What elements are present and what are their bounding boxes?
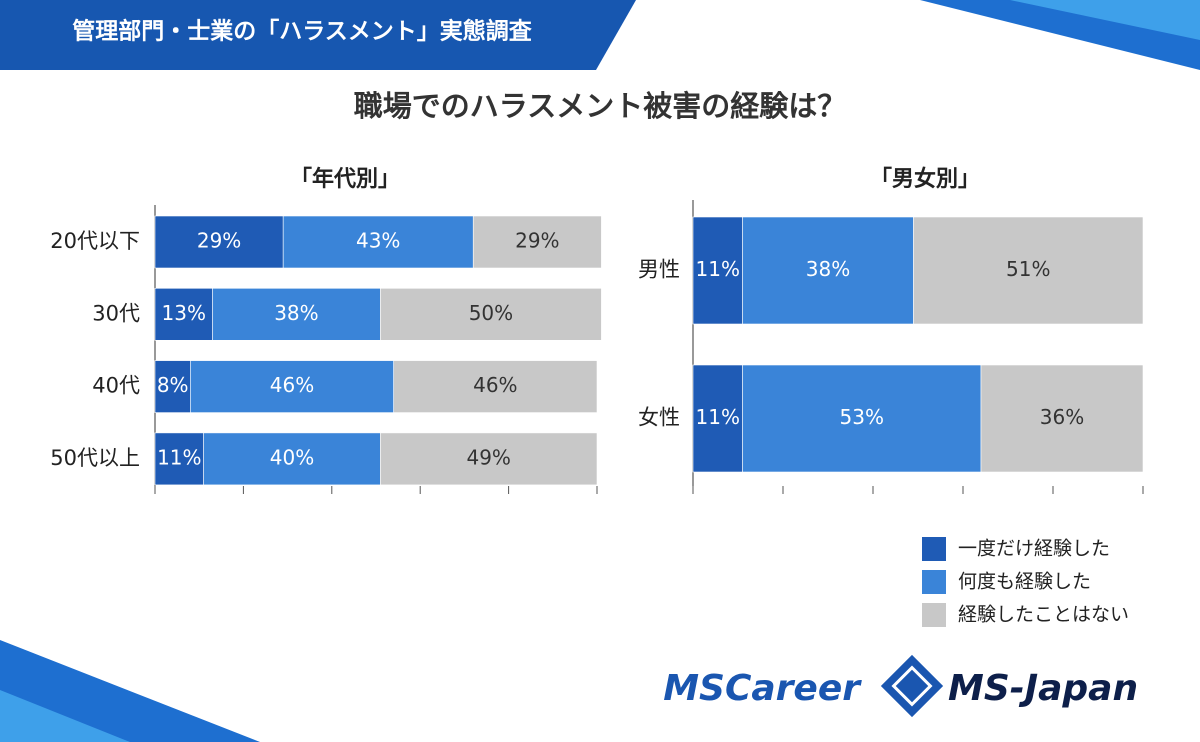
value-label: 38% (274, 301, 318, 325)
category-label: 50代以上 (50, 446, 140, 470)
value-label: 49% (466, 445, 510, 469)
decor (0, 690, 130, 742)
category-label: 女性 (638, 406, 680, 430)
bar-segment (742, 216, 914, 325)
legend-swatch (922, 570, 946, 594)
bar-segment (212, 287, 381, 341)
header: 管理部門・士業の「ハラスメント」実態調査 (72, 18, 532, 45)
bar-segment (190, 360, 394, 413)
legend-label: 経験したことはない (958, 604, 1129, 626)
value-label: 50% (469, 301, 513, 325)
bar-segment (692, 364, 743, 473)
category-label: 男性 (638, 258, 680, 282)
value-label: 11% (157, 445, 201, 469)
legend-swatch (922, 603, 946, 627)
logo-mark (880, 654, 944, 718)
value-label: 11% (696, 405, 740, 429)
value-label: 8% (157, 373, 189, 397)
bar-segment (380, 432, 598, 486)
bar-segment (980, 364, 1144, 473)
value-label: 51% (1006, 257, 1050, 281)
value-label: 46% (473, 373, 517, 397)
value-label: 36% (1040, 405, 1084, 429)
bar-segment (154, 215, 284, 269)
decor (1010, 0, 1200, 40)
bar-segment (203, 432, 381, 486)
bar-segment (472, 215, 602, 269)
legend-label: 一度だけ経験した (958, 538, 1110, 560)
main-title: 職場でのハラスメント被害の経験は？ (354, 89, 846, 123)
bar-segment (154, 432, 204, 486)
value-label: 53% (840, 405, 884, 429)
logo: MSCareer (663, 668, 862, 709)
header-banner (0, 0, 636, 70)
value-label: 11% (696, 257, 740, 281)
value-label: 29% (197, 229, 241, 253)
chart-title: 「年代別」 (290, 166, 400, 192)
bar-segment (282, 215, 474, 269)
value-label: 40% (270, 445, 314, 469)
logo: MS-Japan (948, 668, 1138, 709)
value-label: 13% (162, 301, 206, 325)
chart-title: 「男女別」 (870, 166, 980, 192)
value-label: 46% (270, 373, 314, 397)
category-label: 30代 (92, 301, 140, 325)
value-label: 29% (515, 229, 559, 253)
value-label: 43% (356, 229, 400, 253)
legend-label: 何度も経験した (958, 571, 1091, 593)
category-label: 20代以下 (50, 229, 140, 253)
category-label: 40代 (92, 374, 140, 398)
bar-segment (380, 287, 602, 341)
value-label: 38% (806, 257, 850, 281)
bar-segment (393, 360, 598, 413)
bar-segment (742, 364, 982, 473)
bar-segment (913, 216, 1144, 325)
bar-segment (154, 287, 213, 341)
bar-segment (692, 216, 743, 325)
legend-swatch (922, 537, 946, 561)
